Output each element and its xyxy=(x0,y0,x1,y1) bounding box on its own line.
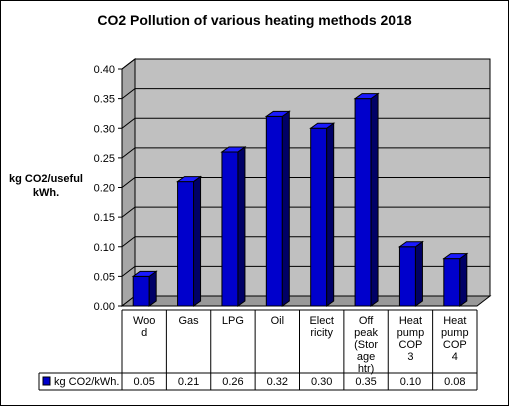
bar xyxy=(220,145,247,307)
data-table-value: 0.05 xyxy=(133,376,154,388)
data-table-value: 0.35 xyxy=(355,376,376,388)
chart-title: CO2 Pollution of various heating methods… xyxy=(97,12,412,28)
bar-front xyxy=(398,246,416,307)
bar-front xyxy=(354,98,372,307)
bar xyxy=(176,175,203,307)
bar-side xyxy=(414,240,423,307)
legend-swatch xyxy=(42,376,51,386)
x-tick-label: Gas xyxy=(178,315,199,327)
y-tick-label: 0.25 xyxy=(94,153,115,165)
x-tick-label: Off peak (Stor age htr) xyxy=(354,315,378,375)
y-axis-label: kg CO2/useful kWh. xyxy=(9,173,83,199)
bar-front xyxy=(177,181,195,307)
bar-top xyxy=(353,93,380,100)
x-tick-label: LPG xyxy=(222,315,244,327)
bar-side xyxy=(237,145,246,307)
bar xyxy=(397,240,424,307)
x-tick-label: Heat pump COP 4 xyxy=(441,315,469,363)
y-tick-label: 0.05 xyxy=(94,271,115,283)
data-table-value: 0.08 xyxy=(444,376,465,388)
y-tick-label: 0.00 xyxy=(94,301,115,313)
bar-side xyxy=(148,270,157,307)
bar-front xyxy=(221,151,239,307)
y-tick-label: 0.40 xyxy=(94,64,115,76)
y-tick-label: 0.10 xyxy=(94,242,115,254)
bar-top xyxy=(442,253,469,260)
data-table-value: 0.26 xyxy=(222,376,243,388)
bar-top xyxy=(176,176,203,183)
data-table-value: 0.21 xyxy=(178,376,199,388)
bar-side xyxy=(370,92,379,307)
bar-top xyxy=(131,270,158,277)
y-tick-label: 0.35 xyxy=(94,94,115,106)
bar-side xyxy=(459,252,468,307)
bar-top xyxy=(397,241,424,248)
bar xyxy=(131,270,158,307)
data-table-value: 0.10 xyxy=(400,376,421,388)
bar-front xyxy=(265,115,283,307)
y-tick-label: 0.30 xyxy=(94,123,115,135)
bar-top xyxy=(220,146,247,153)
bar-front xyxy=(443,258,461,307)
x-tick-label: Heat pump COP 3 xyxy=(397,315,425,363)
bar-side xyxy=(326,122,335,307)
data-table: Woo d Gas LPG Oil Elect ricity Off peak (Stor age h… xyxy=(38,309,478,391)
y-tick-label: 0.15 xyxy=(94,212,115,224)
y-axis: 0.00 0.05 0.10 0.15 0.20 0.25 0.30 0.35 0.40 xyxy=(94,64,123,313)
bar-top xyxy=(264,110,291,117)
data-table-value: 0.32 xyxy=(267,376,288,388)
bar-front xyxy=(310,127,328,307)
bar-side xyxy=(281,110,290,307)
x-tick-label: Oil xyxy=(271,315,284,327)
y-tick-label: 0.20 xyxy=(94,183,115,195)
x-tick-label: Woo d xyxy=(133,315,155,339)
bar-top xyxy=(309,122,336,129)
data-table-value: 0.30 xyxy=(311,376,332,388)
bar-side xyxy=(193,175,202,307)
bar xyxy=(264,110,291,307)
bar xyxy=(309,122,336,307)
x-tick-label: Elect ricity xyxy=(309,315,333,339)
bar xyxy=(353,92,380,307)
legend-label: kg CO2/kWh. xyxy=(54,376,119,388)
gridline xyxy=(121,58,490,70)
gridline xyxy=(121,88,490,100)
bar xyxy=(442,252,469,307)
bar-front xyxy=(132,275,150,307)
bars xyxy=(131,92,469,307)
